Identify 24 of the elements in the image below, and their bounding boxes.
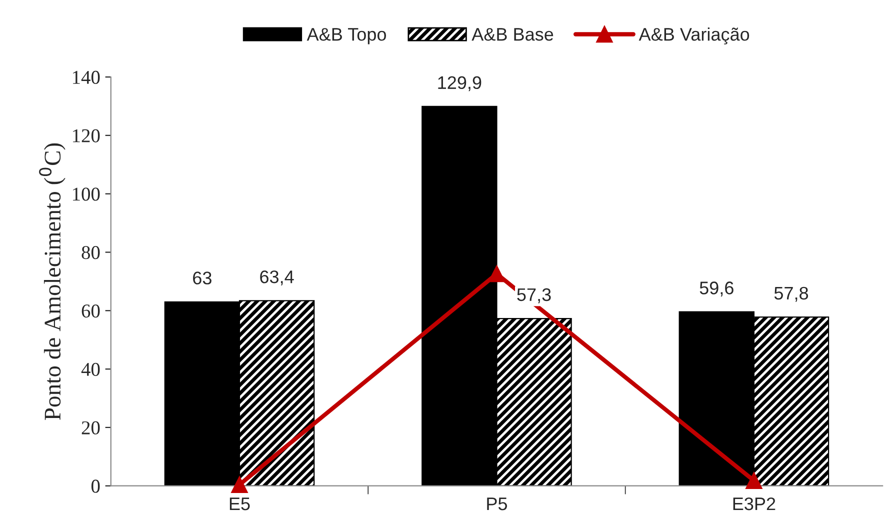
y-tick-label: 120 xyxy=(73,129,100,142)
point xyxy=(488,266,506,282)
point xyxy=(231,476,248,494)
y-tick-label: 60 xyxy=(82,304,100,318)
y-tick-label: 40 xyxy=(81,362,100,376)
y-tick-label: 80 xyxy=(82,246,100,260)
data-label: 57,8 xyxy=(774,286,808,302)
x-tick-label: E5 xyxy=(230,498,250,510)
legend-label: A&B Topo xyxy=(306,28,386,44)
legend-label: A&B Base xyxy=(472,28,554,41)
data-label: 57,3 xyxy=(517,288,551,304)
x-tick-label: P5 xyxy=(487,498,508,510)
legend-label: A&B Variação xyxy=(638,27,750,44)
data-label: 59,6 xyxy=(700,282,734,296)
y-axis-title: Ponto de Amolecimento ($^{0}$C) xyxy=(39,143,66,420)
point xyxy=(746,472,762,489)
y-tick-label: 20 xyxy=(82,421,100,434)
data-label: 129,9 xyxy=(438,76,482,92)
x-tick-label: E3P2 xyxy=(733,497,776,510)
y-tick-label: 0 xyxy=(91,480,100,493)
data-label: 63 xyxy=(193,272,212,284)
data-label: 63,4 xyxy=(260,270,294,286)
y-tick-label: 140 xyxy=(73,70,100,84)
y-tick-label: 100 xyxy=(73,188,100,201)
